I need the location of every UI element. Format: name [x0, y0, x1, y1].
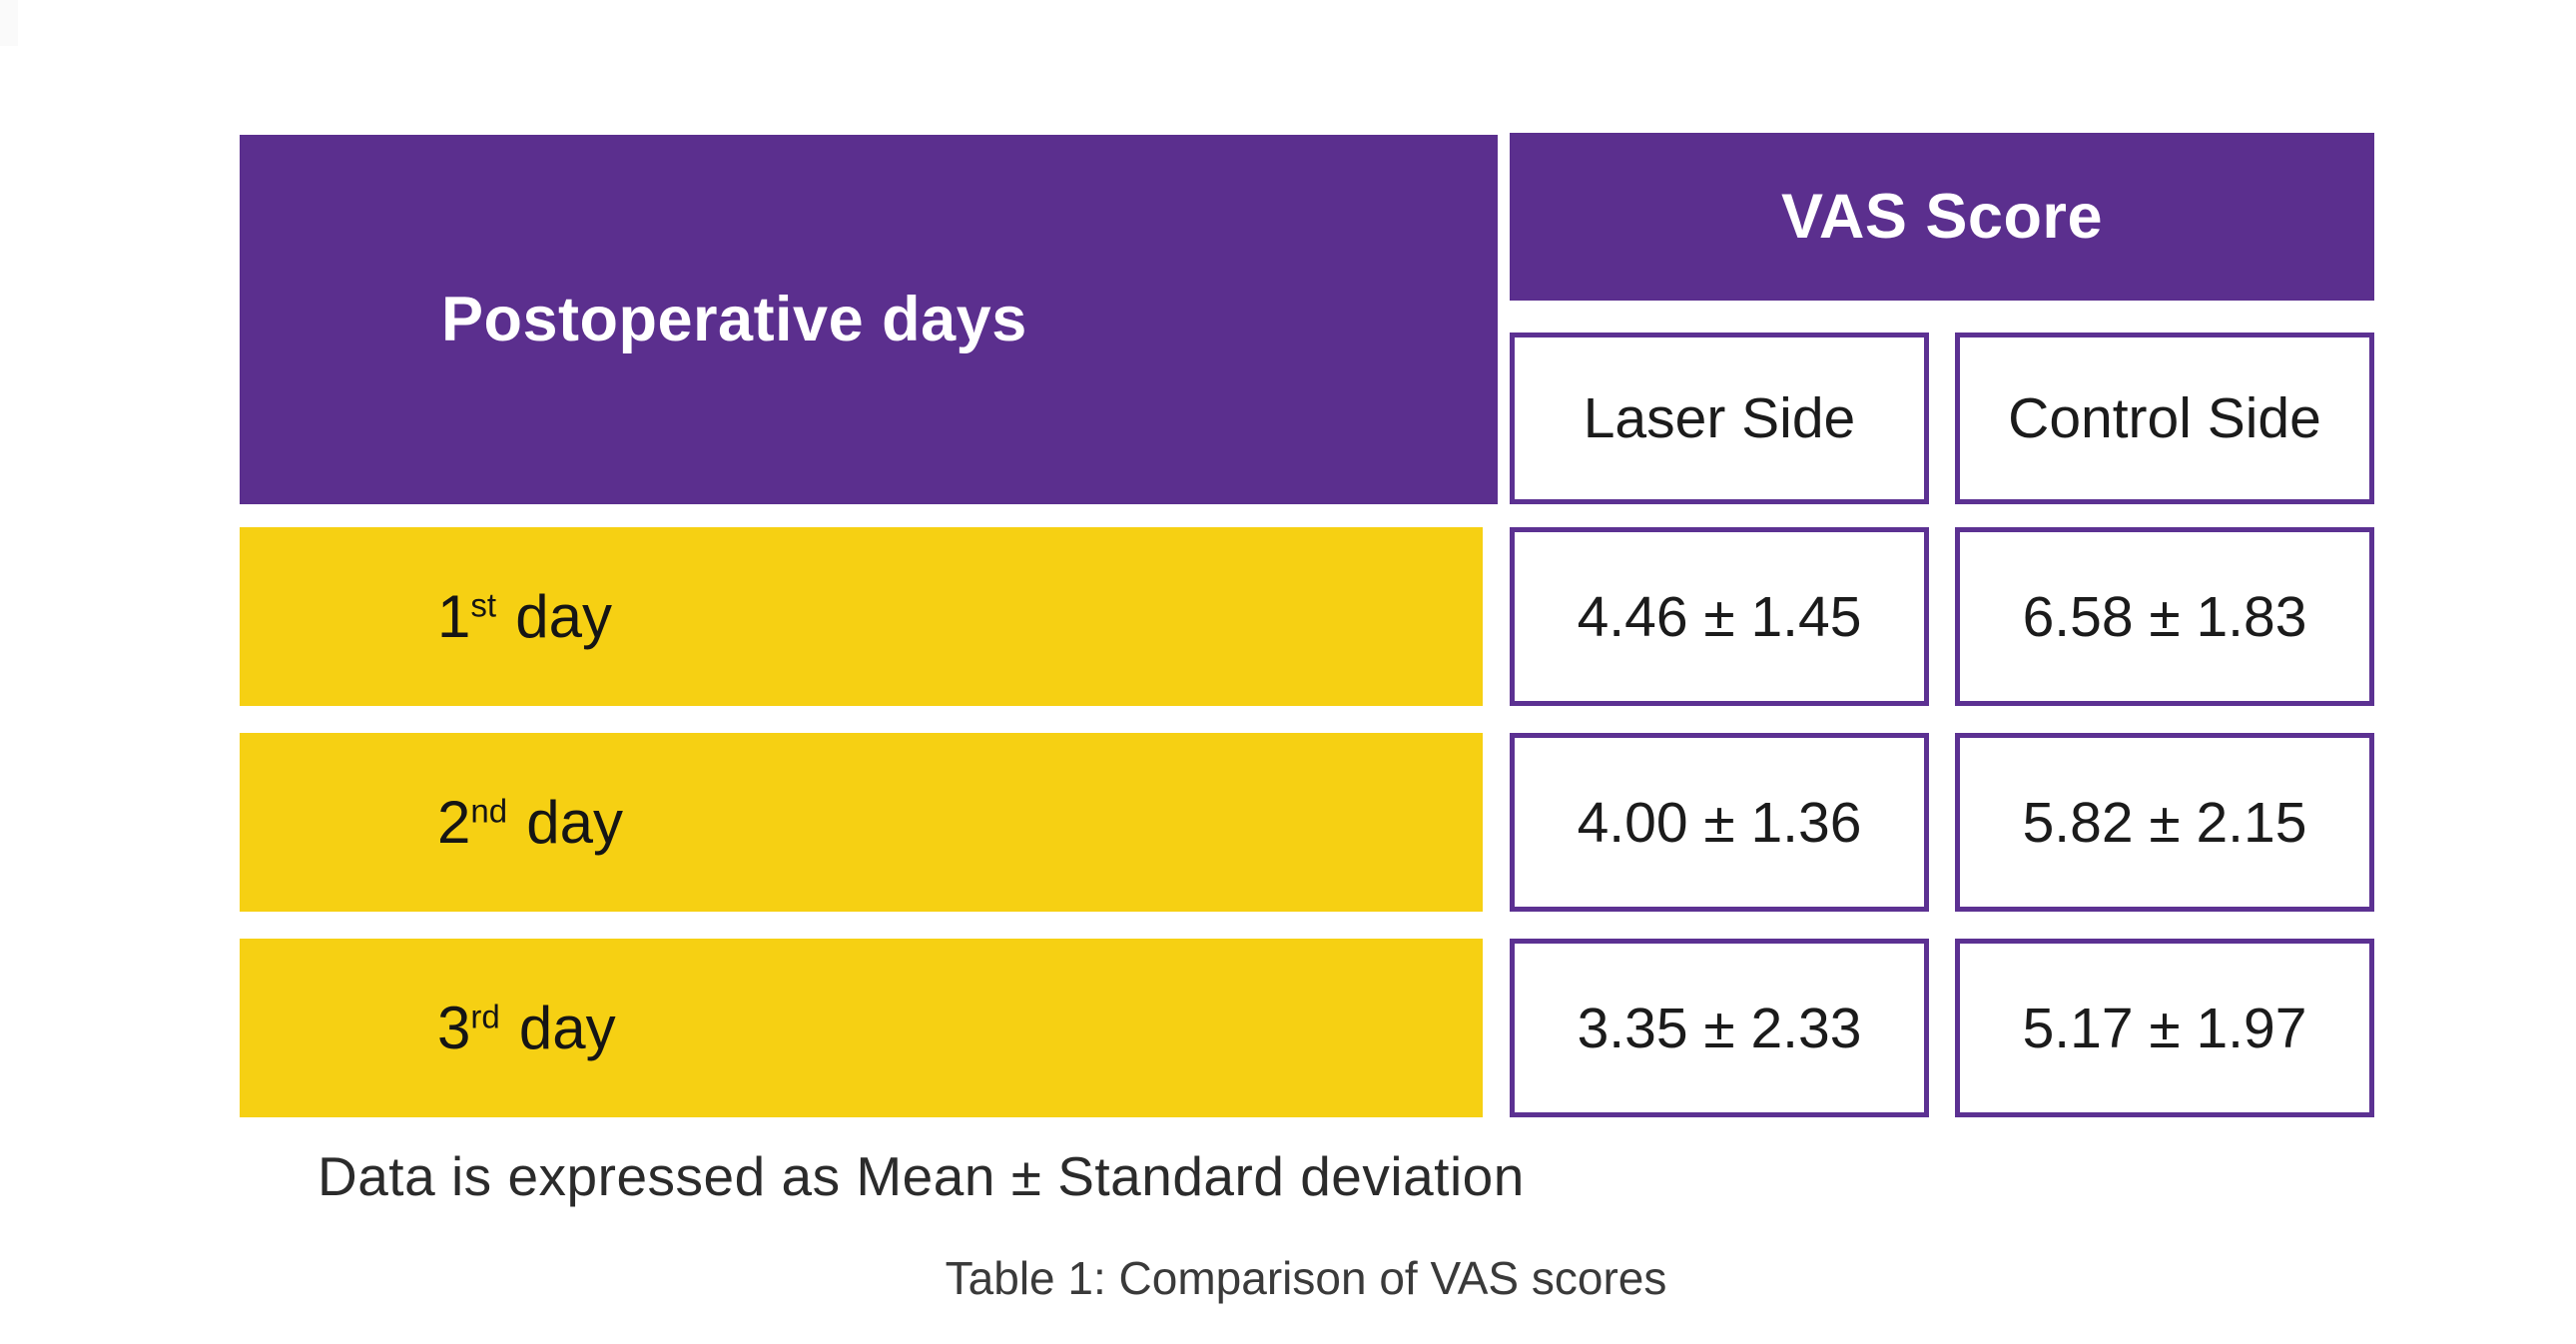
- table-caption: Table 1: Comparison of VAS scores: [945, 1252, 1667, 1304]
- row-header-cell: Postoperative days: [240, 135, 1498, 504]
- corner-artifact: [0, 0, 18, 46]
- cell-day2-control-value: 5.82 ± 2.15: [2022, 790, 2307, 855]
- column-header-control-label: Control Side: [2008, 386, 2321, 450]
- cell-day2-control: 5.82 ± 2.15: [1955, 733, 2374, 912]
- day1-label: 1st day: [437, 583, 612, 650]
- column-header-laser-side: Laser Side: [1510, 333, 1929, 504]
- ordinal-superscript: st: [470, 586, 497, 624]
- column-header-laser-label: Laser Side: [1583, 386, 1856, 450]
- table-row-label-day3: 3rd day: [240, 939, 1483, 1117]
- ordinal-superscript: nd: [470, 792, 508, 830]
- cell-day1-laser: 4.46 ± 1.45: [1510, 527, 1929, 706]
- column-header-control-side: Control Side: [1955, 333, 2374, 504]
- cell-day2-laser: 4.00 ± 1.36: [1510, 733, 1929, 912]
- table-row-label-day1: 1st day: [240, 527, 1483, 706]
- row-header-label: Postoperative days: [441, 285, 1027, 354]
- day2-label: 2nd day: [437, 789, 624, 856]
- cell-day3-laser-value: 3.35 ± 2.33: [1577, 996, 1862, 1060]
- cell-day3-control-value: 5.17 ± 1.97: [2022, 996, 2307, 1060]
- cell-day1-control: 6.58 ± 1.83: [1955, 527, 2374, 706]
- cell-day3-laser: 3.35 ± 2.33: [1510, 939, 1929, 1117]
- ordinal-superscript: rd: [470, 998, 500, 1035]
- day3-label: 3rd day: [437, 995, 616, 1061]
- data-note: Data is expressed as Mean ± Standard dev…: [318, 1145, 1525, 1207]
- cell-day1-laser-value: 4.46 ± 1.45: [1577, 584, 1862, 649]
- table-row-label-day2: 2nd day: [240, 733, 1483, 912]
- group-header-label: VAS Score: [1781, 182, 2103, 252]
- cell-day2-laser-value: 4.00 ± 1.36: [1577, 790, 1862, 855]
- cell-day1-control-value: 6.58 ± 1.83: [2022, 584, 2307, 649]
- group-header-cell: VAS Score: [1510, 133, 2374, 301]
- cell-day3-control: 5.17 ± 1.97: [1955, 939, 2374, 1117]
